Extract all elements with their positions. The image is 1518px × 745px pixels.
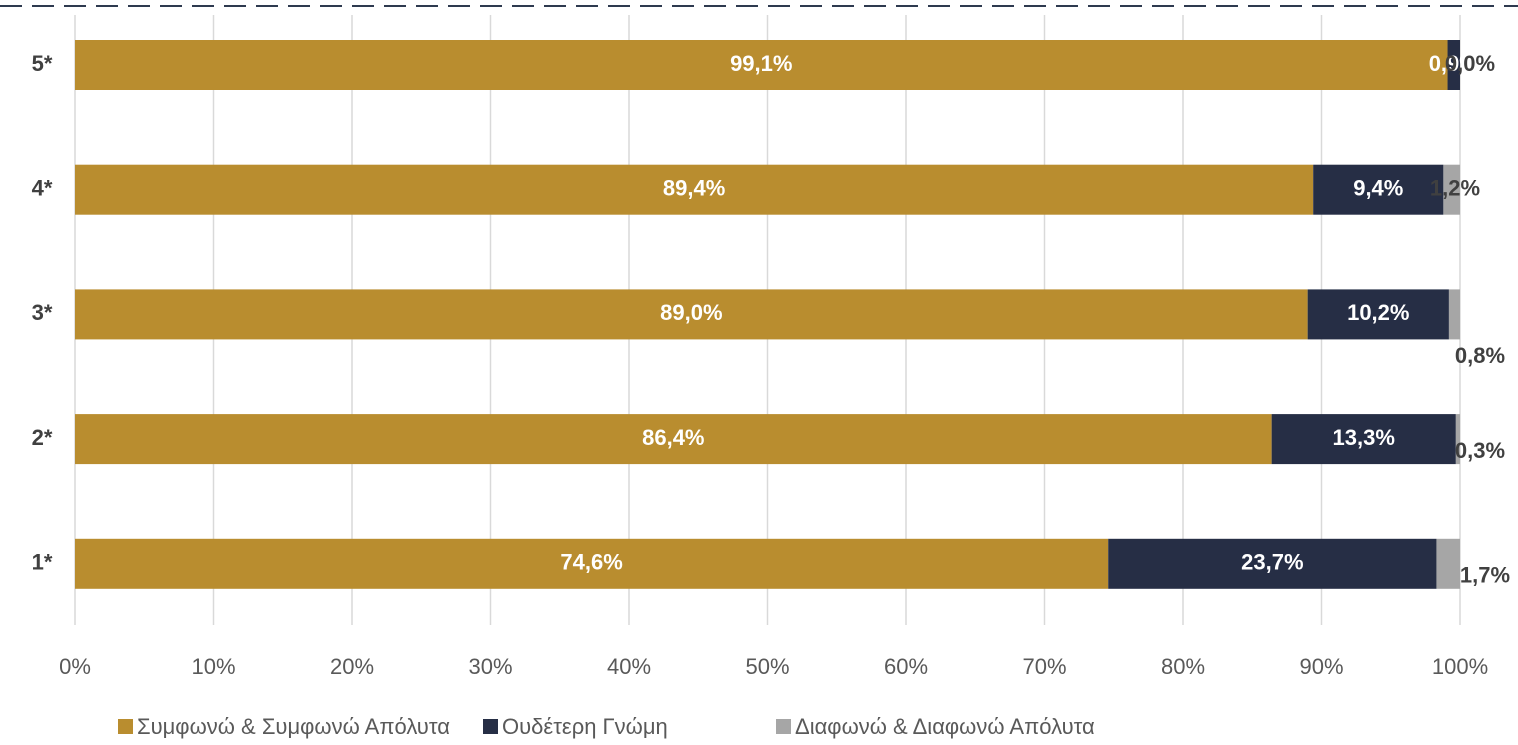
x-tick-label: 20% (330, 654, 374, 679)
legend-swatch (776, 719, 791, 734)
data-label: 1,2% (1430, 176, 1480, 201)
data-label: 1,7% (1460, 563, 1510, 588)
y-tick-label: 1* (32, 550, 53, 575)
bar-segment (1436, 538, 1460, 589)
bar-segment (1455, 414, 1460, 465)
data-label: 10,2% (1347, 300, 1409, 325)
data-label: 89,4% (663, 176, 725, 201)
bar-segment (75, 40, 1448, 90)
x-tick-label: 0% (59, 654, 91, 679)
x-tick-label: 40% (607, 654, 651, 679)
y-tick-label: 5* (32, 51, 53, 76)
bar-segment (75, 414, 1272, 465)
x-tick-label: 90% (1299, 654, 1343, 679)
bar-segment (1448, 289, 1460, 340)
y-tick-label: 2* (32, 425, 53, 450)
data-label: 0,3% (1455, 438, 1505, 463)
bar-segment (75, 289, 1308, 340)
data-label: 89,0% (660, 300, 722, 325)
legend-swatch (118, 719, 133, 734)
data-label: 99,1% (730, 51, 792, 76)
x-tick-label: 80% (1161, 654, 1205, 679)
legend-label: Ουδέτερη Γνώμη (502, 714, 668, 739)
bar-segment (75, 164, 1314, 215)
x-tick-label: 50% (745, 654, 789, 679)
x-tick-label: 30% (468, 654, 512, 679)
bar-segment (1313, 164, 1444, 215)
data-label: 0,0% (1445, 51, 1495, 76)
data-label: 13,3% (1333, 425, 1395, 450)
data-label: 86,4% (642, 425, 704, 450)
bar-segment (1307, 289, 1449, 340)
data-label: 0,8% (1455, 343, 1505, 368)
data-label: 9,4% (1353, 176, 1403, 201)
y-tick-label: 3* (32, 300, 53, 325)
bar-segment (75, 538, 1109, 589)
data-label: 0,9% (1429, 51, 1479, 76)
bar-segment (1447, 40, 1460, 90)
legend-label: Διαφωνώ & Διαφωνώ Απόλυτα (795, 714, 1095, 739)
bar-segment (1271, 414, 1456, 465)
x-tick-label: 70% (1022, 654, 1066, 679)
bar-segment (1108, 538, 1437, 589)
x-tick-label: 10% (191, 654, 235, 679)
x-tick-label: 60% (884, 654, 928, 679)
legend-label: Συμφωνώ & Συμφωνώ Απόλυτα (137, 714, 450, 739)
data-label: 74,6% (560, 550, 622, 575)
data-label: 23,7% (1241, 550, 1303, 575)
y-tick-label: 4* (32, 176, 53, 201)
bar-segment (1443, 164, 1460, 215)
x-tick-label: 100% (1432, 654, 1488, 679)
legend-swatch (483, 719, 498, 734)
